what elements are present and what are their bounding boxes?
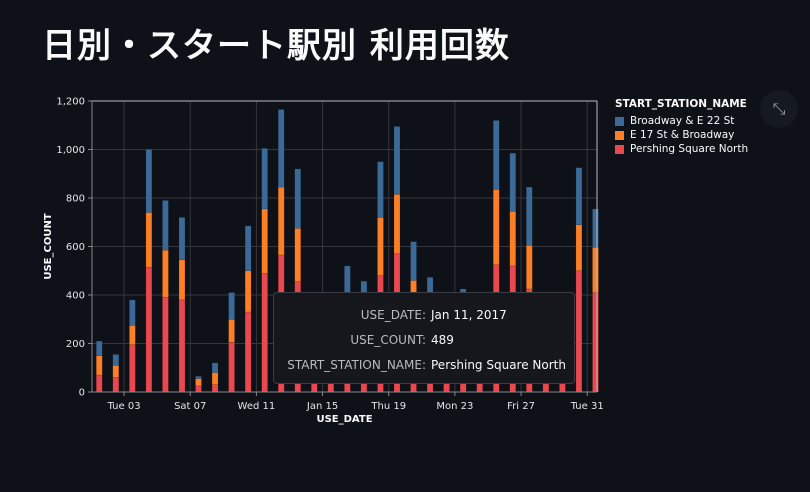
y-axis-title: USE_COUNT: [43, 213, 54, 279]
legend: START_STATION_NAME Broadway & E 22 St E …: [615, 98, 748, 156]
tooltip-row: USE_COUNT: 489: [274, 327, 574, 352]
tooltip-row: USE_DATE: Jan 11, 2017: [274, 302, 574, 327]
bar-segment: [377, 161, 384, 218]
bar-segment: [575, 224, 583, 272]
bar-segment: [96, 340, 103, 356]
x-tick-label: Tue 31: [570, 401, 604, 412]
bar-segment: [294, 228, 301, 282]
tooltip: USE_DATE: Jan 11, 2017 USE_COUNT: 489 STAR…: [273, 292, 575, 384]
expand-arrows-icon: ⤡: [772, 99, 786, 118]
y-tick-label: 600: [66, 242, 85, 253]
bar-segment: [129, 325, 136, 345]
legend-item[interactable]: Pershing Square North: [615, 142, 748, 156]
tooltip-row: START_STATION_NAME: Pershing Square North: [274, 352, 574, 377]
tooltip-value: 489: [431, 332, 454, 347]
x-tick-label: Sat 07: [174, 401, 206, 412]
bar-segment: [211, 372, 219, 385]
bar-segment: [178, 299, 186, 393]
tooltip-value: Jan 11, 2017: [431, 307, 507, 322]
bar-segment: [112, 377, 120, 393]
bar-segment: [195, 385, 202, 393]
bar-segment: [228, 342, 235, 393]
bar-segment: [526, 245, 533, 290]
bar-segment: [178, 259, 186, 301]
x-axis-title: USE_DATE: [316, 414, 372, 425]
bar-segment: [244, 270, 252, 313]
bar-segment: [575, 270, 583, 393]
legend-label: E 17 St & Broadway: [630, 129, 735, 141]
bar-segment: [145, 149, 153, 213]
legend-label: Pershing Square North: [630, 143, 749, 155]
bar-segment: [261, 273, 268, 393]
bar-segment: [492, 189, 500, 265]
bar-segment: [211, 362, 219, 373]
bar-segment: [145, 212, 153, 268]
bar-segment: [129, 299, 136, 326]
y-tick-label: 200: [66, 339, 85, 350]
page-title: 日別・スタート駅別 利用回数: [42, 26, 510, 66]
x-tick-label: Thu 19: [370, 401, 406, 412]
bar-segment: [112, 354, 120, 366]
bar-segment: [509, 211, 517, 267]
bar-segment: [178, 217, 186, 261]
bar-segment: [145, 266, 153, 393]
bar-segment: [96, 374, 103, 393]
bar-segment: [96, 355, 103, 376]
bar-segment: [277, 186, 285, 256]
legend-swatch: [615, 130, 624, 140]
bar-segment: [277, 109, 285, 188]
bar-segment: [592, 246, 599, 293]
bar-segment: [211, 384, 219, 393]
legend-item[interactable]: E 17 St & Broadway: [615, 128, 748, 142]
bar-segment: [228, 319, 235, 343]
legend-item[interactable]: Broadway & E 22 St: [615, 114, 748, 128]
bar-segment: [228, 292, 235, 320]
x-tick-label: Tue 03: [107, 401, 141, 412]
y-tick-label: 800: [66, 194, 85, 205]
bar-segment: [195, 378, 202, 387]
y-tick-label: 400: [66, 291, 85, 302]
bar-segment: [162, 249, 169, 298]
legend-swatch: [615, 116, 624, 126]
y-tick-label: 1,200: [56, 97, 85, 108]
bar-segment: [377, 217, 384, 276]
y-tick-label: 1,000: [56, 145, 85, 156]
legend-title: START_STATION_NAME: [615, 98, 747, 110]
bar-segment: [592, 208, 599, 248]
bar-segment: [575, 167, 583, 225]
legend-swatch: [615, 144, 624, 154]
fullscreen-button[interactable]: ⤡: [760, 90, 798, 128]
bar-segment: [195, 375, 202, 379]
bar-segment: [112, 365, 120, 378]
legend-label: Broadway & E 22 St: [630, 115, 735, 127]
bar-segment: [509, 152, 517, 212]
tooltip-key: USE_COUNT:: [350, 332, 426, 347]
bar-segment: [592, 292, 599, 393]
bar-segment: [294, 168, 301, 229]
bar-segment: [492, 120, 500, 190]
tooltip-key: START_STATION_NAME:: [287, 357, 426, 372]
bar-segment: [244, 311, 252, 393]
bar-segment: [393, 126, 401, 195]
bar-segment: [393, 194, 401, 255]
x-tick-label: Wed 11: [238, 401, 276, 412]
bar-segment: [129, 344, 136, 393]
bar-segment: [526, 186, 533, 246]
bar-segment: [162, 297, 169, 393]
bar-segment: [162, 200, 169, 251]
bar-segment: [261, 148, 268, 210]
bar-segment: [261, 208, 268, 274]
y-tick-label: 0: [79, 388, 85, 399]
bar-segment: [244, 225, 252, 271]
tooltip-key: USE_DATE:: [360, 307, 426, 322]
bar-segment: [410, 241, 417, 281]
x-tick-label: Fri 27: [507, 401, 535, 412]
x-tick-label: Jan 15: [306, 401, 338, 412]
x-tick-label: Mon 23: [436, 401, 473, 412]
tooltip-value: Pershing Square North: [431, 357, 566, 372]
